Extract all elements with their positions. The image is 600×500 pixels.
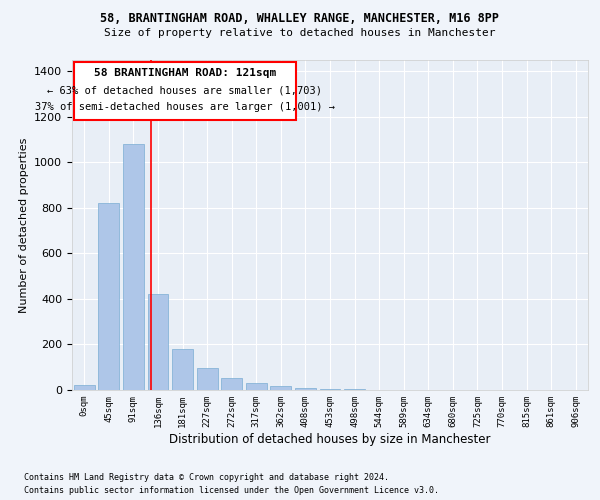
Bar xyxy=(74,386,95,390)
Y-axis label: Number of detached properties: Number of detached properties xyxy=(19,138,29,312)
FancyBboxPatch shape xyxy=(74,62,296,120)
Bar xyxy=(221,378,242,390)
Text: Contains public sector information licensed under the Open Government Licence v3: Contains public sector information licen… xyxy=(24,486,439,495)
Bar xyxy=(148,294,169,390)
Text: 58, BRANTINGHAM ROAD, WHALLEY RANGE, MANCHESTER, M16 8PP: 58, BRANTINGHAM ROAD, WHALLEY RANGE, MAN… xyxy=(101,12,499,26)
Bar xyxy=(98,204,119,390)
Bar xyxy=(295,388,316,390)
Text: Size of property relative to detached houses in Manchester: Size of property relative to detached ho… xyxy=(104,28,496,38)
Bar xyxy=(320,389,340,390)
Text: ← 63% of detached houses are smaller (1,703): ← 63% of detached houses are smaller (1,… xyxy=(47,85,322,95)
Text: Contains HM Land Registry data © Crown copyright and database right 2024.: Contains HM Land Registry data © Crown c… xyxy=(24,474,389,482)
Text: 37% of semi-detached houses are larger (1,001) →: 37% of semi-detached houses are larger (… xyxy=(35,102,335,112)
Bar xyxy=(123,144,144,390)
Bar xyxy=(271,386,292,390)
X-axis label: Distribution of detached houses by size in Manchester: Distribution of detached houses by size … xyxy=(169,432,491,446)
Bar xyxy=(197,368,218,390)
Bar xyxy=(172,349,193,390)
Text: 58 BRANTINGHAM ROAD: 121sqm: 58 BRANTINGHAM ROAD: 121sqm xyxy=(94,68,276,78)
Bar xyxy=(246,382,267,390)
